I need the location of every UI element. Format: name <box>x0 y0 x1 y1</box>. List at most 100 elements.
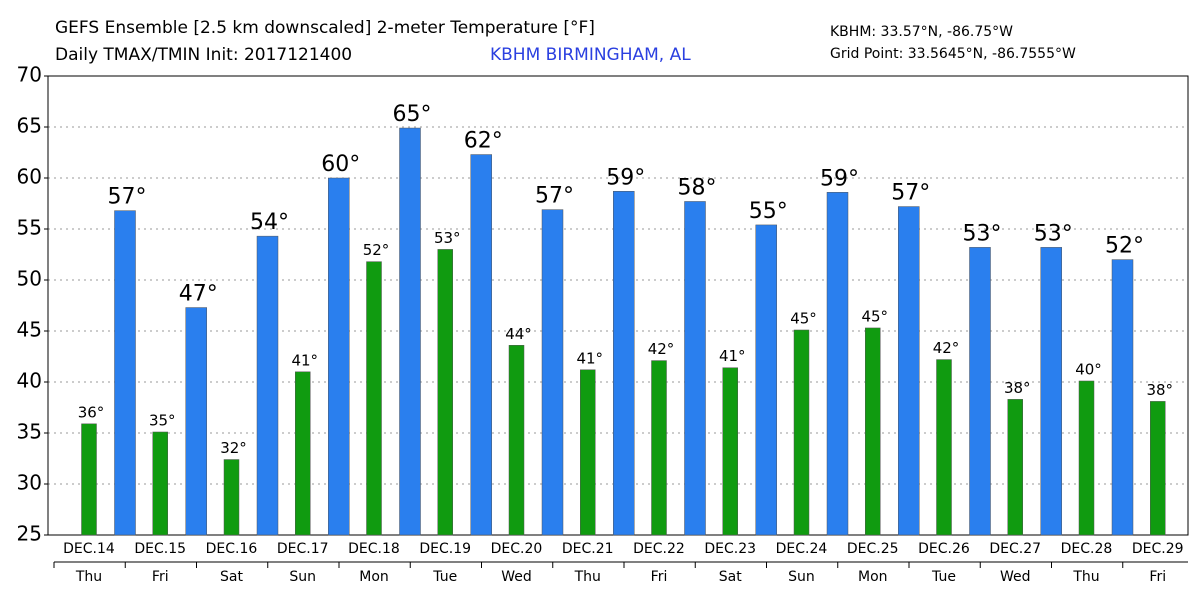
x-tick-label: DEC.14 <box>63 541 115 557</box>
grid-point: Grid Point: 33.5645°N, -86.7555°W <box>830 46 1076 62</box>
bar <box>793 329 810 536</box>
weekday-label: Fri <box>651 569 668 585</box>
weekday-label: Tue <box>931 569 956 585</box>
y-tick-label: 40 <box>17 369 42 393</box>
value-label: 47° <box>179 282 218 307</box>
bar <box>1078 380 1095 536</box>
bar <box>256 235 279 536</box>
value-label: 41° <box>291 351 318 369</box>
value-label: 60° <box>321 152 360 177</box>
bar <box>152 431 168 536</box>
y-tick-label: 60 <box>17 165 42 189</box>
weekday-label: Wed <box>1000 569 1031 585</box>
weekday-label: Fri <box>1149 569 1166 585</box>
bar <box>755 224 777 536</box>
value-label: 44° <box>505 325 532 343</box>
bar <box>1150 401 1166 536</box>
y-tick-label: 30 <box>17 471 42 495</box>
bar <box>684 201 706 536</box>
weekday-label: Sat <box>220 569 243 585</box>
value-label: 57° <box>108 185 147 210</box>
bar <box>295 371 311 536</box>
weekday-label: Sat <box>719 569 742 585</box>
value-label: 57° <box>891 181 930 206</box>
bar <box>865 327 881 536</box>
value-label: 32° <box>220 439 247 457</box>
value-label: 62° <box>464 129 503 154</box>
bar <box>969 247 991 536</box>
x-tick-label: DEC.27 <box>989 541 1041 557</box>
value-label: 58° <box>678 175 717 200</box>
value-label: 41° <box>576 349 603 367</box>
weekday-label: Wed <box>501 569 532 585</box>
value-label: 38° <box>1146 381 1173 399</box>
bar <box>936 359 952 536</box>
x-tick-label: DEC.23 <box>704 541 756 557</box>
bar <box>399 127 421 536</box>
bar <box>613 191 635 536</box>
value-label: 36° <box>78 403 105 421</box>
value-label: 65° <box>393 102 432 127</box>
bar <box>651 360 667 536</box>
x-tick-label: DEC.29 <box>1132 541 1184 557</box>
value-label: 45° <box>861 307 888 325</box>
weekday-label: Thu <box>75 569 102 585</box>
y-tick-label: 35 <box>17 420 42 444</box>
bar <box>1111 259 1134 536</box>
value-label: 59° <box>606 165 645 190</box>
bar <box>185 307 207 536</box>
x-tick-label: DEC.16 <box>206 541 258 557</box>
bar <box>1007 399 1023 536</box>
x-tick-label: DEC.26 <box>918 541 970 557</box>
bar <box>223 459 240 536</box>
bar <box>722 367 738 536</box>
x-tick-label: DEC.19 <box>419 541 471 557</box>
value-label: 45° <box>790 309 817 327</box>
value-label: 55° <box>749 199 788 224</box>
x-tick-label: DEC.25 <box>847 541 899 557</box>
bar <box>508 345 525 536</box>
value-label: 53° <box>963 221 1002 246</box>
value-label: 40° <box>1075 360 1102 378</box>
bar <box>470 154 492 536</box>
x-tick-label: DEC.28 <box>1061 541 1113 557</box>
value-label: 52° <box>363 241 390 259</box>
value-label: 53° <box>434 229 461 247</box>
bar <box>114 210 136 536</box>
x-tick-label: DEC.21 <box>562 541 614 557</box>
weekday-label: Sun <box>289 569 316 585</box>
value-label: 41° <box>719 347 746 365</box>
chart-subtitle: Daily TMAX/TMIN Init: 2017121400 <box>55 45 352 65</box>
bar <box>580 369 596 536</box>
weekday-label: Mon <box>359 569 389 585</box>
weekday-label: Tue <box>432 569 457 585</box>
value-label: 42° <box>933 339 960 357</box>
bar <box>826 192 849 536</box>
station: KBHM: 33.57°N, -86.75°W <box>830 24 1013 40</box>
chart-title: GEFS Ensemble [2.5 km downscaled] 2-mete… <box>55 18 595 38</box>
bar <box>541 209 564 536</box>
y-tick-label: 45 <box>17 318 42 342</box>
value-label: 59° <box>820 166 859 191</box>
y-tick-label: 70 <box>17 63 42 87</box>
weekday-label: Sun <box>788 569 815 585</box>
bar <box>328 177 350 536</box>
y-tick-label: 25 <box>17 522 42 546</box>
bar <box>437 249 453 536</box>
x-tick-label: DEC.15 <box>134 541 186 557</box>
bar <box>81 423 97 536</box>
y-tick-label: 50 <box>17 267 42 291</box>
value-label: 38° <box>1004 379 1031 397</box>
weekday-label: Fri <box>152 569 169 585</box>
value-label: 57° <box>535 184 574 209</box>
value-label: 35° <box>149 411 176 429</box>
x-tick-label: DEC.18 <box>348 541 400 557</box>
x-tick-label: DEC.22 <box>633 541 685 557</box>
value-label: 52° <box>1105 234 1144 259</box>
y-tick-label: 65 <box>17 114 42 138</box>
x-tick-label: DEC.17 <box>277 541 329 557</box>
x-tick-label: DEC.24 <box>776 541 828 557</box>
y-tick-label: 55 <box>17 216 42 240</box>
location: KBHM BIRMINGHAM, AL <box>490 45 691 65</box>
